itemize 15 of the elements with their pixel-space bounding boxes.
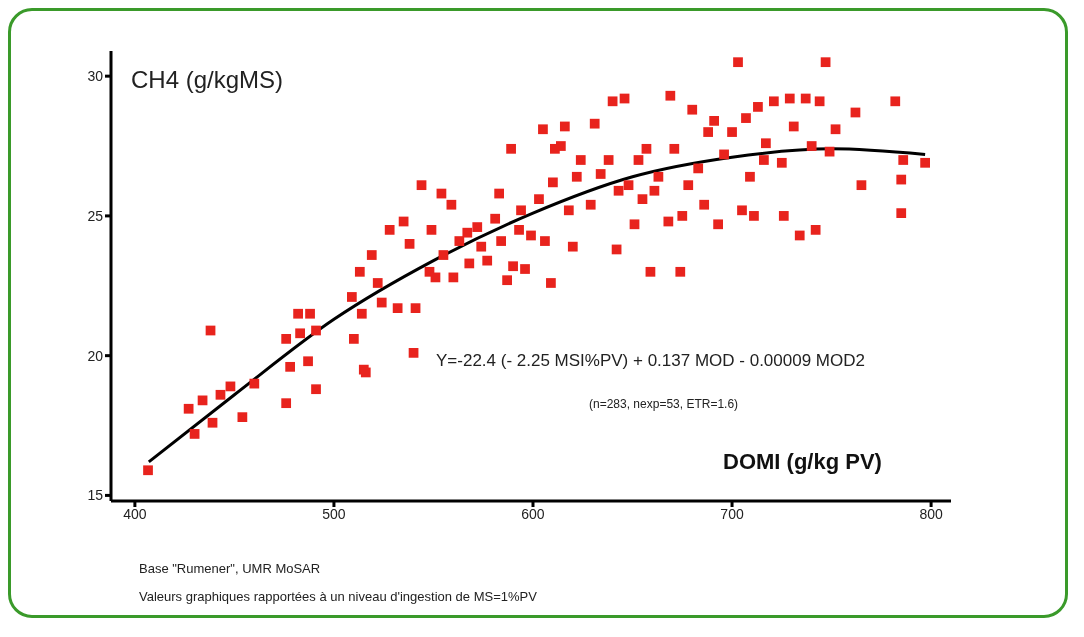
y-tick-label: 20: [87, 347, 104, 364]
text: Base "Rumener", UMR MoSAR: [139, 561, 321, 576]
x-tick-label: 400: [123, 505, 147, 522]
y-tick-label: 15: [87, 487, 104, 504]
text: Valeurs graphiques rapportées à un niveau d'ingestion de MS=1%PV: [139, 589, 537, 604]
y-tick-label: 25: [87, 207, 104, 224]
x-tick-label: 500: [322, 505, 346, 522]
x-tick-label: 600: [521, 505, 545, 522]
annotation: Y=-22.4 (- 2.25 MSI%PV) + 0.137 MOD - 0.00009 MOD2: [436, 351, 865, 371]
y-tick-label: 30: [87, 68, 104, 85]
y-axis-title: CH4 (g/kgMS): [131, 66, 284, 94]
x-tick-label: 800: [919, 505, 943, 522]
annotation: (n=283, nexp=53, ETR=1.6): [589, 397, 739, 411]
x-axis-title: DOMI (g/kg PV): [723, 449, 882, 475]
x-tick-label: 700: [720, 505, 744, 522]
